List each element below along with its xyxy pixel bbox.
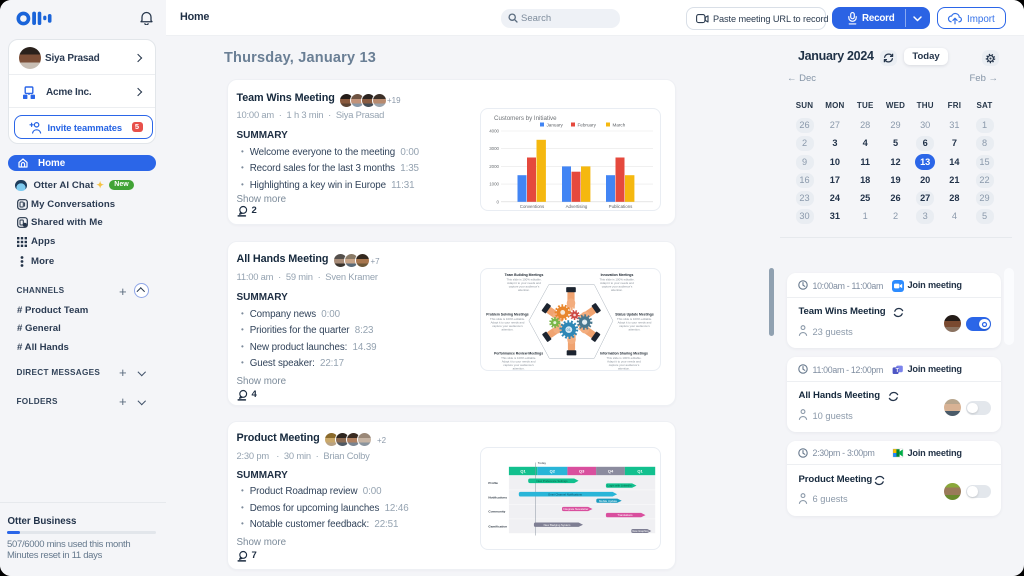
svg-text:capture your audience's: capture your audience's — [492, 324, 523, 328]
svg-text:3000: 3000 — [489, 146, 499, 151]
svg-text:Customers by Initiative: Customers by Initiative — [494, 115, 557, 122]
svg-text:capture your audience's: capture your audience's — [609, 363, 640, 367]
svg-text:Adapt it to your needs and: Adapt it to your needs and — [618, 321, 652, 325]
svg-text:This slide is 100% editable.: This slide is 100% editable. — [506, 278, 541, 282]
svg-text:Advertising: Advertising — [566, 204, 588, 209]
svg-text:1000: 1000 — [489, 182, 499, 187]
svg-text:attention.: attention. — [618, 366, 630, 370]
svg-text:This slide is 100% editable.: This slide is 100% editable. — [599, 278, 634, 282]
svg-text:Adapt it to your needs and: Adapt it to your needs and — [607, 360, 641, 364]
svg-text:This slide is 100% editable.: This slide is 100% editable. — [606, 356, 641, 360]
svg-text:Gamification: Gamification — [488, 525, 507, 529]
svg-text:capture your audience's: capture your audience's — [619, 324, 650, 328]
svg-text:Publications: Publications — [609, 204, 633, 209]
svg-text:New Preference Settings: New Preference Settings — [537, 479, 569, 483]
svg-text:This slide is 100% editable.: This slide is 100% editable. — [490, 317, 525, 321]
svg-text:attention.: attention. — [518, 288, 530, 292]
svg-text:attention.: attention. — [611, 288, 623, 292]
svg-text:Omni Channel Notifications: Omni Channel Notifications — [548, 492, 582, 496]
svg-text:capture your audience's: capture your audience's — [602, 284, 633, 288]
svg-text:Mobile Update: Mobile Update — [599, 499, 617, 503]
svg-text:Translations: Translations — [617, 513, 633, 517]
svg-text:Innovation Meetings: Innovation Meetings — [601, 273, 634, 277]
svg-text:Profile: Profile — [488, 481, 498, 485]
svg-text:Q1: Q1 — [520, 468, 526, 473]
svg-text:Adapt it to your needs and: Adapt it to your needs and — [507, 281, 541, 285]
svg-text:Integrate Newsletter: Integrate Newsletter — [563, 507, 588, 511]
svg-text:January: January — [547, 122, 564, 127]
svg-text:Q2: Q2 — [550, 468, 556, 473]
svg-text:T: T — [896, 368, 900, 374]
svg-text:4000: 4000 — [489, 129, 499, 134]
svg-text:capture your audience's: capture your audience's — [503, 363, 534, 367]
svg-text:attention.: attention. — [513, 366, 525, 370]
svg-text:New Graphics: New Graphics — [632, 529, 649, 533]
svg-text:New Badging System: New Badging System — [544, 523, 571, 527]
svg-text:February: February — [578, 122, 597, 127]
svg-text:March: March — [613, 122, 626, 127]
svg-text:attention.: attention. — [502, 327, 514, 331]
svg-text:Q3: Q3 — [579, 468, 585, 473]
svg-text:This slide is 100% editable.: This slide is 100% editable. — [617, 317, 652, 321]
svg-text:0: 0 — [497, 199, 500, 204]
svg-text:This slide is 100% editable.: This slide is 100% editable. — [501, 356, 536, 360]
svg-text:Login with LinkedIn: Login with LinkedIn — [608, 484, 632, 488]
svg-text:Adapt it to your needs and: Adapt it to your needs and — [491, 321, 525, 325]
svg-text:Information Sharing Meetings: Information Sharing Meetings — [600, 352, 648, 356]
svg-text:Q1: Q1 — [637, 468, 643, 473]
svg-text:02: 02 — [583, 321, 587, 325]
svg-text:Q4: Q4 — [608, 468, 614, 473]
svg-text:2000: 2000 — [489, 164, 499, 169]
svg-text:Community: Community — [488, 509, 505, 513]
svg-text:Today: Today — [538, 461, 547, 465]
svg-text:Performance Review Meetings: Performance Review Meetings — [494, 352, 543, 356]
svg-text:Adapt it to your needs and: Adapt it to your needs and — [600, 281, 634, 285]
svg-text:Notifications: Notifications — [488, 496, 507, 500]
svg-text:Problem Solving Meetings: Problem Solving Meetings — [486, 313, 529, 317]
svg-text:attention.: attention. — [629, 327, 641, 331]
svg-text:capture your audience's: capture your audience's — [509, 284, 540, 288]
svg-text:Adapt it to your needs and: Adapt it to your needs and — [502, 360, 536, 364]
svg-text:Conventions: Conventions — [520, 204, 545, 209]
svg-text:Team Building Meetings: Team Building Meetings — [505, 273, 544, 277]
svg-text:Status Update Meetings: Status Update Meetings — [615, 313, 654, 317]
svg-text:01: 01 — [567, 328, 571, 332]
